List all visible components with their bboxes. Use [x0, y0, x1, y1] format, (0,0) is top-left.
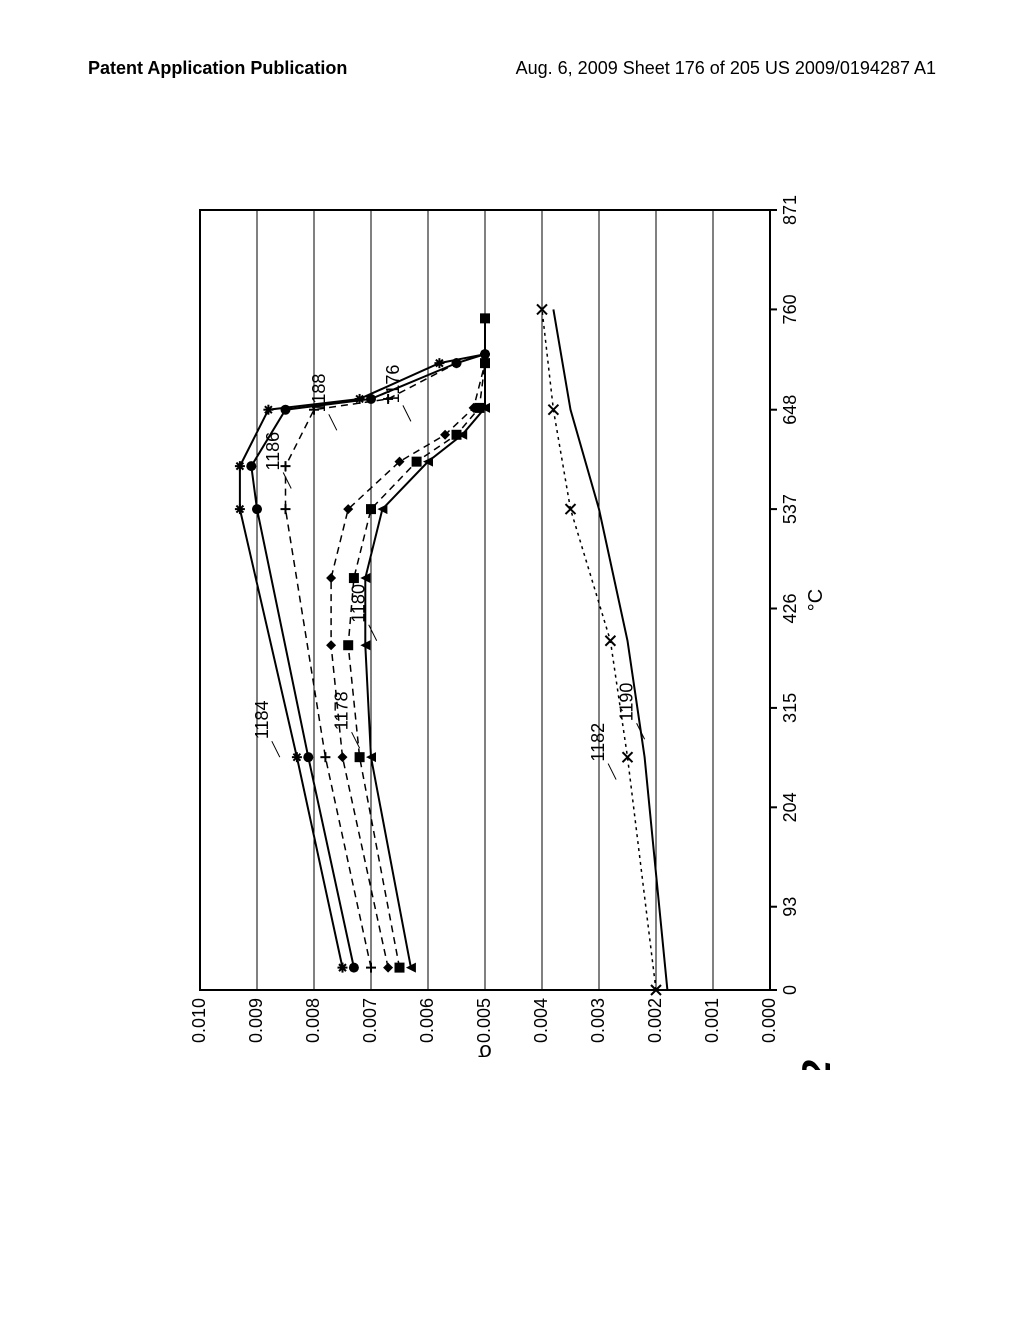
svg-text:0.006: 0.006	[417, 998, 437, 1043]
svg-text:1188: 1188	[309, 374, 329, 413]
header-right: Aug. 6, 2009 Sheet 176 of 205 US 2009/01…	[516, 58, 936, 79]
svg-text:537: 537	[780, 494, 800, 524]
svg-text:0.010: 0.010	[189, 998, 209, 1043]
svg-text:93: 93	[780, 897, 800, 917]
svg-text:426: 426	[780, 593, 800, 623]
svg-text:0.002: 0.002	[645, 998, 665, 1043]
svg-text:0.000: 0.000	[759, 998, 779, 1043]
svg-text:1176: 1176	[383, 365, 403, 404]
svg-text:315: 315	[780, 693, 800, 723]
svg-text:0.005: 0.005	[474, 998, 494, 1043]
chart-container: 0.000 0.001 0.002 0.003 0.004 0.005 0.006 0.007…	[180, 190, 840, 1070]
svg-text:1184: 1184	[252, 700, 272, 739]
svg-text:FIG. 322: FIG. 322	[795, 1060, 839, 1070]
svg-text:σ: σ	[478, 1040, 492, 1065]
svg-text:0.003: 0.003	[588, 998, 608, 1043]
svg-text:871: 871	[780, 195, 800, 225]
svg-text:0: 0	[780, 985, 800, 995]
svg-text:760: 760	[780, 294, 800, 324]
svg-text:204: 204	[780, 792, 800, 822]
svg-text:1186: 1186	[263, 432, 283, 471]
svg-text:°C: °C	[805, 589, 827, 611]
svg-text:648: 648	[780, 395, 800, 425]
svg-text:0.004: 0.004	[531, 998, 551, 1043]
svg-text:0.009: 0.009	[246, 998, 266, 1043]
svg-text:1180: 1180	[349, 584, 369, 623]
svg-text:0.008: 0.008	[303, 998, 323, 1043]
header-left: Patent Application Publication	[88, 58, 347, 79]
line-chart: 0.000 0.001 0.002 0.003 0.004 0.005 0.006 0.007…	[180, 190, 840, 1070]
svg-text:0.007: 0.007	[360, 998, 380, 1043]
svg-text:0.001: 0.001	[702, 998, 722, 1043]
svg-text:1178: 1178	[332, 691, 352, 730]
svg-text:1182: 1182	[588, 723, 608, 762]
svg-text:1190: 1190	[617, 683, 637, 722]
